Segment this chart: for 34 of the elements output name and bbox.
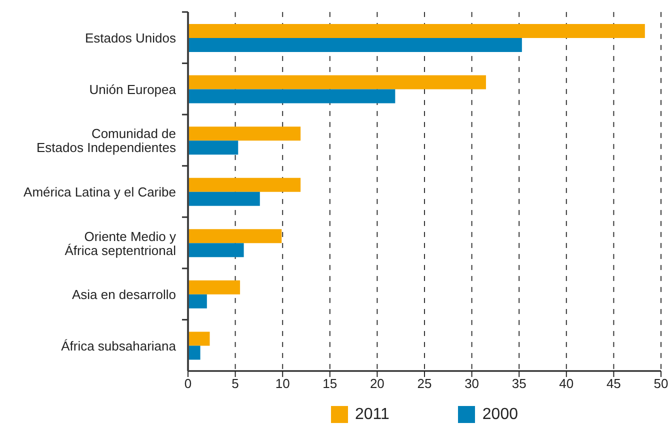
bar: [188, 140, 238, 155]
bar: [188, 346, 200, 360]
bar: [188, 38, 522, 52]
bar: [188, 126, 301, 141]
bar: [188, 89, 396, 104]
bar: [188, 75, 486, 90]
bar: [188, 280, 240, 294]
bar: [188, 192, 260, 206]
bar: [188, 294, 207, 308]
x-tick-label: 40: [559, 376, 574, 392]
x-tick-label: 50: [654, 376, 668, 392]
bar: [188, 178, 301, 192]
x-tick-label: 15: [322, 376, 338, 392]
bar: [188, 24, 645, 38]
x-tick-label: 35: [512, 376, 526, 392]
y-tick-label: Asia en desarrollo: [72, 286, 176, 302]
y-tick-label: Comunidad de Estados Independientes: [36, 126, 176, 155]
x-tick-label: 45: [606, 376, 621, 392]
y-tick-label: Estados Unidos: [84, 30, 176, 46]
bar: [188, 243, 244, 258]
y-tick-label: América Latina y el Caribe: [24, 184, 176, 199]
y-tick-label: Oriente Medio y África septentrional: [64, 228, 176, 258]
x-tick-label: 10: [275, 376, 290, 392]
x-tick-label: 5: [232, 376, 239, 392]
x-tick-label: 30: [464, 376, 480, 392]
x-tick-label: 20: [370, 376, 384, 392]
x-tick-label: 0: [184, 376, 192, 392]
x-tick-label: 25: [417, 376, 432, 392]
legend-label: 2000: [482, 406, 518, 424]
legend-label: 2011: [355, 406, 390, 424]
bar: [188, 332, 210, 346]
bar: [188, 229, 282, 244]
y-tick-label: África subsahariana: [61, 338, 177, 353]
y-tick-label: Unión Europea: [89, 81, 177, 96]
